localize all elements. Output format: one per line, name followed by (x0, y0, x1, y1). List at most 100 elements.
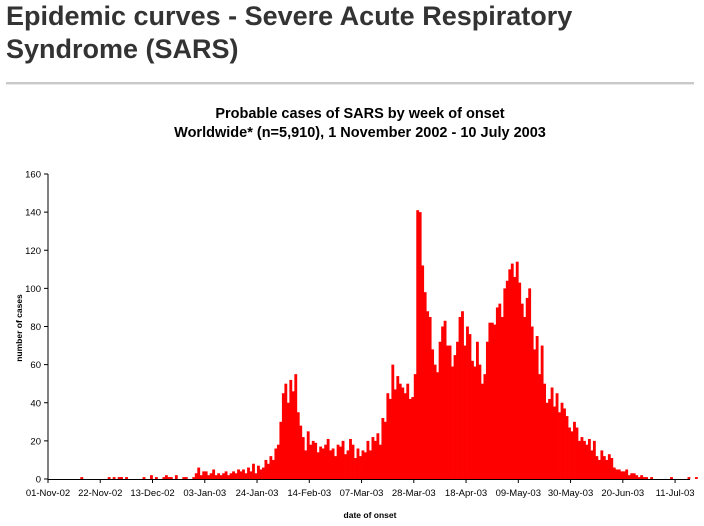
bar (480, 383, 484, 479)
bar (456, 341, 459, 479)
chart-title: Probable cases of SARS by week of onset (215, 106, 504, 122)
bar (386, 393, 390, 479)
bar (461, 311, 464, 479)
bar (421, 265, 425, 479)
bar (640, 475, 644, 479)
y-tick-label: 140 (25, 208, 41, 219)
bar (550, 387, 554, 479)
bar (565, 416, 569, 479)
bar (592, 440, 596, 480)
x-tick-label: 18-Apr-03 (445, 488, 487, 499)
bar (214, 475, 218, 479)
bar (597, 459, 601, 479)
bar (575, 427, 579, 479)
bar-series (80, 210, 698, 480)
bar (528, 288, 532, 480)
bar (627, 475, 631, 479)
bar (217, 473, 221, 479)
bar (520, 303, 524, 480)
y-tick-label: 100 (25, 284, 41, 295)
bar (219, 475, 223, 479)
bar (346, 450, 350, 479)
bar (568, 427, 571, 479)
bar (625, 469, 629, 479)
bar (538, 374, 542, 479)
bar (388, 398, 392, 479)
bar (174, 475, 178, 479)
bar (650, 477, 654, 479)
bar (573, 421, 576, 479)
bar (505, 280, 509, 479)
bar (120, 477, 123, 479)
bar (498, 303, 502, 480)
bar (117, 477, 121, 479)
bar (296, 412, 300, 479)
bar (548, 398, 551, 479)
bar (495, 307, 499, 479)
bar (540, 345, 544, 479)
bar (254, 473, 258, 479)
x-tick-label: 30-May-03 (548, 488, 593, 499)
bar (366, 440, 370, 480)
bar (164, 475, 168, 479)
bar (276, 444, 280, 479)
bar (570, 431, 574, 479)
bar (468, 334, 472, 480)
bar (408, 398, 412, 479)
bar (543, 383, 547, 479)
chart-subtitle: Worldwide* (n=5,910), 1 November 2002 - … (174, 125, 546, 141)
bar (488, 322, 492, 479)
x-tick-label: 03-Jan-03 (183, 488, 226, 499)
bar (583, 440, 586, 480)
bar (453, 355, 457, 479)
bar (229, 473, 233, 479)
bar (212, 469, 216, 479)
bar (284, 383, 288, 479)
bar (443, 320, 447, 479)
bar (545, 402, 549, 479)
bar (622, 471, 626, 480)
bar (555, 393, 559, 479)
bar (612, 467, 616, 479)
bar (259, 469, 263, 479)
bar (125, 477, 128, 479)
x-tick-label: 11-Jul-03 (656, 488, 695, 499)
bar (306, 431, 310, 479)
bar (600, 450, 604, 479)
bar (150, 475, 153, 479)
bar (383, 421, 387, 479)
bar (281, 393, 285, 479)
bar (580, 437, 584, 479)
bar (271, 459, 275, 479)
bar (192, 477, 196, 479)
bar (483, 374, 487, 479)
bar (403, 393, 407, 479)
bar (630, 473, 634, 479)
bar (471, 360, 474, 479)
bar (252, 463, 255, 479)
bar (490, 322, 494, 479)
bar (356, 448, 360, 479)
bar (578, 440, 581, 480)
bar (326, 438, 330, 479)
bar (493, 324, 497, 479)
bar (289, 379, 293, 480)
bar (224, 471, 228, 480)
x-tick-label: 20-Jun-03 (601, 488, 644, 499)
bar (466, 326, 469, 479)
bar (590, 450, 594, 479)
page-title: Epidemic curves - Severe Acute Respirato… (6, 1, 573, 64)
bar (401, 387, 405, 479)
bar (617, 469, 621, 479)
bar (535, 336, 539, 479)
y-tick-label: 20 (30, 436, 41, 447)
bar (162, 477, 166, 479)
bar (431, 349, 435, 480)
bar (558, 412, 561, 479)
bar (458, 316, 462, 479)
bar (336, 444, 340, 479)
x-tick-label: 22-Nov-02 (78, 488, 122, 499)
bar (247, 467, 250, 479)
bar (294, 374, 298, 479)
bar (279, 421, 283, 479)
